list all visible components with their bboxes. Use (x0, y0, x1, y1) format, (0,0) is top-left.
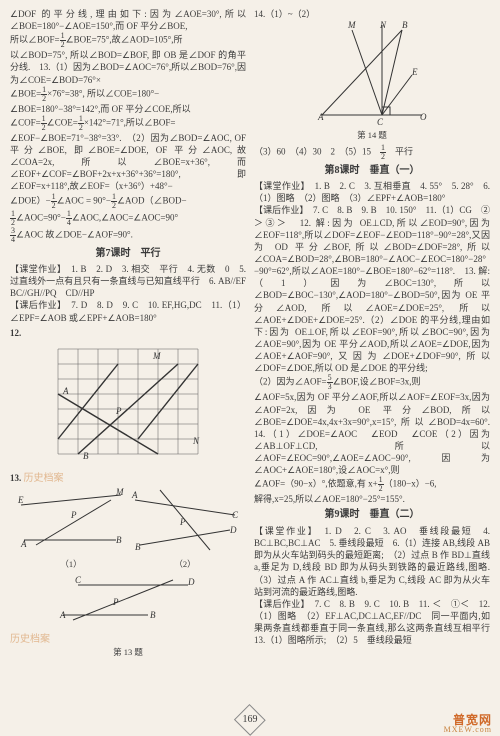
svg-text:B: B (150, 610, 156, 620)
watermark-inline: 历史档案 (24, 473, 64, 484)
homework-9: 【课后作业】 7. C 8. B 9. C 10. B 11. ＜ ①＜ 12.… (254, 598, 490, 647)
svg-text:A: A (20, 539, 27, 549)
svg-text:B: B (402, 20, 408, 30)
classwork-8: 【课堂作业】 1. B 2. C 3. 互相垂直 4. 55° 5. 28° 6… (254, 180, 490, 204)
svg-text:C: C (377, 117, 384, 127)
paragraph: （3）60 （4）30 2 （5）15 12 平行 (254, 144, 490, 161)
svg-text:M: M (152, 351, 161, 361)
paragraph: ∠DOE）−12∠AOC = 90°−12∠AOD（∠BOD− (10, 193, 246, 210)
svg-text:A: A (317, 112, 324, 122)
classwork-9: 【课堂作业】 1. D 2. C 3. AO 垂线段最短 4. BC⊥BC,BC… (254, 525, 490, 598)
svg-text:B: B (83, 451, 89, 461)
svg-text:P: P (112, 597, 119, 607)
homework-8b: （2）因为∠AOF=53∠BOF,设∠BOF=3x,则 (254, 374, 490, 391)
homework-8c: ∠AOF=5x,因为 OF 平分∠AOF,所以∠AOF=∠EOF=3x,因为∠A… (254, 391, 490, 476)
paragraph: 34∠AOC 故∠DOE−∠AOF=90°. (10, 227, 246, 244)
svg-text:A: A (62, 386, 69, 396)
svg-text:C: C (232, 510, 239, 520)
homework-8a: 【课后作业】 7. C 8. B 9. B 10. 150° 11.（1）CG … (254, 204, 490, 374)
svg-text:P: P (70, 510, 77, 520)
svg-text:P: P (115, 406, 122, 416)
section-title-8: 第8课时 垂直（一） (254, 164, 490, 178)
figure-14: 14.（1）~（2） A C O N M B E 第 14 题 (254, 8, 490, 142)
paragraph: ∠COF=12∠COE=12×142°=71°,所以∠BOF= (10, 115, 246, 132)
svg-text:D: D (229, 525, 237, 535)
line-diagram-icon: A B C D P (58, 570, 198, 630)
svg-text:D: D (187, 577, 195, 587)
svg-text:P: P (179, 517, 186, 527)
homework-7: 【课后作业】 7. D 8. D 9. C 10. EF,HG,DC 11.（1… (10, 299, 246, 323)
svg-text:C: C (75, 575, 82, 585)
svg-text:N: N (379, 20, 387, 30)
angle-diagram-icon: A C O N M B E (312, 20, 432, 130)
paragraph: 所以∠BOF=12∠BOE=75°,故∠AOD=105°,所 (10, 32, 246, 49)
svg-text:O: O (420, 112, 427, 122)
paragraph: ∠EOF−∠BOE=71°−38°=33°. （2）因为∠BOD=∠AOC, O… (10, 132, 246, 193)
svg-text:A: A (131, 490, 138, 500)
svg-text:E: E (17, 495, 24, 505)
figure-12: 12. B A P M (10, 327, 246, 469)
paragraph: 12∠AOC=90°−14∠AOC,∠AOC=∠AOC=90° (10, 210, 246, 227)
paragraph: ∠BOE=12×76°=38°, 所以∠COE=180°− (10, 86, 246, 103)
watermark-sub: MXEW.com (444, 725, 492, 736)
svg-text:E: E (411, 67, 418, 77)
paragraph: 以∠BOD=75°, 所以∠BOD=∠BOF, 即 OB 是∠DOF 的角平分线… (10, 49, 246, 85)
svg-text:A: A (59, 610, 66, 620)
svg-text:M: M (347, 20, 356, 30)
line-diagram-icon: A C B D P (130, 485, 240, 555)
homework-8d: ∠AOF=（90−x）°,依题意,有 x+12（180−x）−6, (254, 476, 490, 493)
svg-text:B: B (135, 542, 141, 552)
section-title-7: 第7课时 平行 (10, 247, 246, 261)
svg-text:M: M (115, 487, 124, 497)
paragraph: ∠DOF 的平分线,理由如下:因为∠AOE=30°,所以∠BOE=180°−∠A… (10, 8, 246, 32)
svg-text:B: B (116, 535, 122, 545)
grid-diagram-icon: B A P M N (48, 339, 208, 469)
classwork-7: 【课堂作业】 1. B 2. D 3. 相交 平行 4. 无数 0 5. 过直线… (10, 263, 246, 299)
section-title-9: 第9课时 垂直（二） (254, 508, 490, 522)
homework-8e: 解得,x=25,所以∠AOE=180°−25°=155°. (254, 493, 490, 505)
line-diagram-icon: E M A B P (16, 485, 126, 555)
page-number: 169 (239, 709, 262, 731)
figure-13: 13. 历史档案 E M A B P (10, 472, 246, 658)
svg-text:N: N (192, 436, 200, 446)
watermark-inline: 历史档案 (10, 634, 50, 645)
